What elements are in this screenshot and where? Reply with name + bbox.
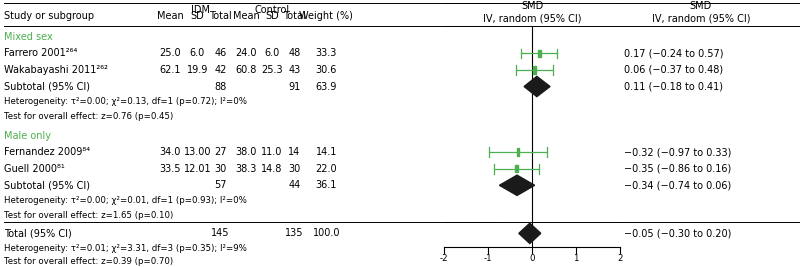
Text: 24.0: 24.0 — [235, 48, 257, 58]
Text: 11.0: 11.0 — [262, 147, 283, 157]
Text: 33.5: 33.5 — [159, 164, 181, 174]
Text: 33.3: 33.3 — [315, 48, 337, 58]
Text: Heterogeneity: τ²=0.01; χ²=3.31, df=3 (p=0.35); I²=9%: Heterogeneity: τ²=0.01; χ²=3.31, df=3 (p… — [4, 244, 247, 253]
Text: 25.0: 25.0 — [159, 48, 181, 58]
Text: 48: 48 — [288, 48, 301, 58]
Text: 100.0: 100.0 — [313, 228, 340, 238]
Text: 30.6: 30.6 — [315, 65, 337, 75]
Text: 25.3: 25.3 — [262, 65, 283, 75]
Text: Weight (%): Weight (%) — [299, 11, 353, 21]
Text: −0.05 (−0.30 to 0.20): −0.05 (−0.30 to 0.20) — [624, 228, 731, 238]
Text: 38.3: 38.3 — [235, 164, 257, 174]
Text: −0.34 (−0.74 to 0.06): −0.34 (−0.74 to 0.06) — [624, 180, 731, 190]
Bar — [534, 66, 536, 74]
Text: -2: -2 — [440, 254, 448, 264]
Text: −0.32 (−0.97 to 0.33): −0.32 (−0.97 to 0.33) — [624, 147, 731, 157]
Text: 14.1: 14.1 — [315, 147, 337, 157]
Text: Male only: Male only — [4, 131, 51, 141]
Text: SMD
IV, random (95% CI): SMD IV, random (95% CI) — [482, 2, 582, 23]
Text: 27: 27 — [214, 147, 226, 157]
Text: SMD
IV, random (95% CI): SMD IV, random (95% CI) — [652, 2, 750, 23]
Text: 0.11 (−0.18 to 0.41): 0.11 (−0.18 to 0.41) — [624, 81, 722, 92]
Text: Wakabayashi 2011²⁶²: Wakabayashi 2011²⁶² — [4, 65, 108, 75]
Text: -1: -1 — [484, 254, 492, 264]
Bar — [517, 148, 519, 156]
Text: 63.9: 63.9 — [315, 81, 337, 92]
Text: 60.8: 60.8 — [235, 65, 257, 75]
Bar — [538, 50, 541, 57]
Text: Subtotal (95% CI): Subtotal (95% CI) — [4, 180, 90, 190]
Text: 19.9: 19.9 — [186, 65, 208, 75]
Text: 6.0: 6.0 — [265, 48, 280, 58]
Text: 145: 145 — [211, 228, 230, 238]
Text: 0: 0 — [530, 254, 534, 264]
Text: 91: 91 — [288, 81, 301, 92]
Text: 13.00: 13.00 — [184, 147, 211, 157]
Text: Test for overall effect: z=1.65 (p=0.10): Test for overall effect: z=1.65 (p=0.10) — [4, 211, 174, 220]
Text: Total (95% CI): Total (95% CI) — [4, 228, 72, 238]
Polygon shape — [524, 76, 550, 97]
Text: 36.1: 36.1 — [315, 180, 337, 190]
Text: 0.17 (−0.24 to 0.57): 0.17 (−0.24 to 0.57) — [624, 48, 723, 58]
Text: Farrero 2001²⁶⁴: Farrero 2001²⁶⁴ — [4, 48, 78, 58]
Text: Heterogeneity: τ²=0.00; χ²=0.13, df=1 (p=0.72); I²=0%: Heterogeneity: τ²=0.00; χ²=0.13, df=1 (p… — [4, 97, 247, 107]
Text: Fernandez 2009⁸⁴: Fernandez 2009⁸⁴ — [4, 147, 90, 157]
Text: Study or subgroup: Study or subgroup — [4, 11, 94, 21]
Text: 30: 30 — [214, 164, 226, 174]
Text: 44: 44 — [288, 180, 301, 190]
Text: Subtotal (95% CI): Subtotal (95% CI) — [4, 81, 90, 92]
Text: Guell 2000⁸¹: Guell 2000⁸¹ — [4, 164, 65, 174]
Text: SD: SD — [190, 11, 204, 21]
Text: 43: 43 — [288, 65, 301, 75]
Text: 2: 2 — [618, 254, 622, 264]
Bar — [515, 165, 518, 172]
Text: 14.8: 14.8 — [262, 164, 283, 174]
Text: Mixed sex: Mixed sex — [4, 32, 53, 42]
Text: Heterogeneity: τ²=0.00; χ²=0.01, df=1 (p=0.93); I²=0%: Heterogeneity: τ²=0.00; χ²=0.01, df=1 (p… — [4, 196, 247, 205]
Text: Test for overall effect: z=0.76 (p=0.45): Test for overall effect: z=0.76 (p=0.45) — [4, 112, 174, 121]
Text: 12.01: 12.01 — [183, 164, 211, 174]
Text: 34.0: 34.0 — [160, 147, 181, 157]
Polygon shape — [519, 223, 541, 244]
Text: Mean: Mean — [233, 11, 259, 21]
Text: Total: Total — [283, 11, 306, 21]
Text: Control: Control — [254, 5, 290, 15]
Text: 38.0: 38.0 — [235, 147, 257, 157]
Text: 30: 30 — [288, 164, 301, 174]
Text: 135: 135 — [285, 228, 303, 238]
Text: 88: 88 — [214, 81, 226, 92]
Text: −0.35 (−0.86 to 0.16): −0.35 (−0.86 to 0.16) — [624, 164, 731, 174]
Text: 6.0: 6.0 — [190, 48, 205, 58]
Text: 0.06 (−0.37 to 0.48): 0.06 (−0.37 to 0.48) — [624, 65, 722, 75]
Text: SD: SD — [266, 11, 279, 21]
Text: Total: Total — [209, 11, 232, 21]
Text: 62.1: 62.1 — [159, 65, 181, 75]
Text: 57: 57 — [214, 180, 226, 190]
Text: 14: 14 — [288, 147, 301, 157]
Text: 22.0: 22.0 — [315, 164, 337, 174]
Text: 46: 46 — [214, 48, 226, 58]
Polygon shape — [499, 175, 534, 195]
Text: Test for overall effect: z=0.39 (p=0.70): Test for overall effect: z=0.39 (p=0.70) — [4, 257, 173, 266]
Text: 1: 1 — [574, 254, 578, 264]
Text: Mean: Mean — [157, 11, 184, 21]
Text: IDM: IDM — [191, 5, 210, 15]
Text: 42: 42 — [214, 65, 226, 75]
